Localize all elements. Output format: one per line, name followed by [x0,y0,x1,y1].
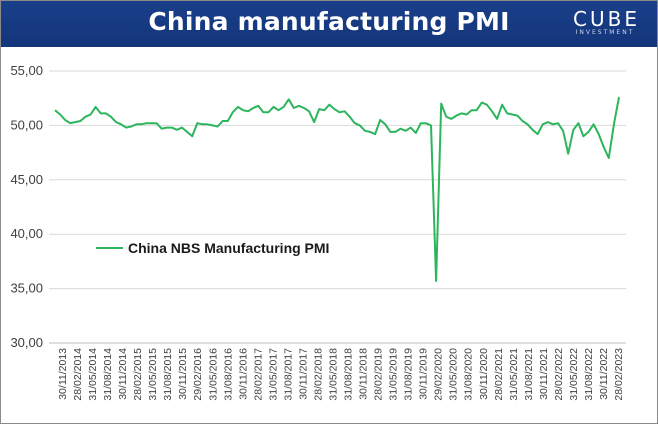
x-tick-label: 31/05/2021 [508,348,520,401]
x-tick-label: 30/11/2013 [57,348,69,400]
x-tick-label: 30/11/2019 [418,348,430,400]
x-tick-label: 30/11/2018 [358,348,370,400]
x-tick-label: 31/05/2015 [147,348,159,401]
x-tick-label: 29/02/2020 [433,348,445,401]
x-tick-label: 28/02/2021 [493,348,505,401]
x-tick-label: 31/08/2021 [523,348,535,401]
x-tick-label: 30/11/2022 [598,348,610,400]
y-tick-label: 45,00 [10,172,43,187]
x-tick-label: 31/08/2019 [403,348,415,401]
x-tick-label: 31/08/2020 [463,348,475,401]
y-tick-label: 30,00 [10,335,43,350]
legend-label: China NBS Manufacturing PMI [128,240,329,256]
x-tick-label: 31/05/2020 [448,348,460,401]
x-tick-label: 28/02/2014 [72,348,84,401]
x-tick-label: 28/02/2019 [373,348,385,401]
x-tick-label: 30/11/2021 [538,348,550,400]
x-tick-label: 29/02/2016 [192,348,204,401]
x-tick-label: 30/11/2015 [177,348,189,400]
x-tick-label: 31/08/2022 [583,348,595,401]
x-tick-label: 31/08/2016 [222,348,234,401]
y-tick-label: 40,00 [10,226,43,241]
y-tick-label: 50,00 [10,117,43,132]
logo-subtext: INVESTMENT [575,29,635,36]
y-tick-label: 35,00 [10,281,43,296]
x-tick-label: 28/02/2015 [132,348,144,401]
x-tick-label: 30/11/2020 [478,348,490,400]
x-tick-label: 31/05/2016 [207,348,219,401]
x-tick-label: 31/08/2018 [343,348,355,401]
x-tick-label: 31/05/2018 [327,348,339,401]
x-tick-label: 28/02/2017 [252,348,264,401]
series-line-china-nbs-pmi [54,96,620,282]
x-tick-label: 30/11/2014 [117,348,129,400]
x-tick-label: 31/05/2022 [568,348,580,401]
x-tick-label: 30/11/2016 [237,348,249,400]
header-bar: China manufacturing PMI CUBE INVESTMENT [1,1,657,47]
logo-wordmark: CUBE [573,7,640,31]
x-tick-label: 31/05/2017 [267,348,279,401]
x-tick-label: 28/02/2023 [613,348,625,401]
x-tick-label: 28/02/2018 [312,348,324,401]
x-tick-label: 31/08/2014 [102,348,114,401]
x-tick-label: 31/05/2019 [388,348,400,401]
x-tick-label: 31/08/2015 [162,348,174,401]
x-tick-label: 31/05/2014 [87,348,99,401]
x-tick-label: 31/08/2017 [282,348,294,401]
x-tick-label: 28/02/2022 [553,348,565,401]
cube-logo: CUBE INVESTMENT [573,7,640,38]
chart-title: China manufacturing PMI [148,7,510,36]
x-tick-label: 30/11/2017 [297,348,309,400]
y-tick-label: 55,00 [10,63,43,78]
